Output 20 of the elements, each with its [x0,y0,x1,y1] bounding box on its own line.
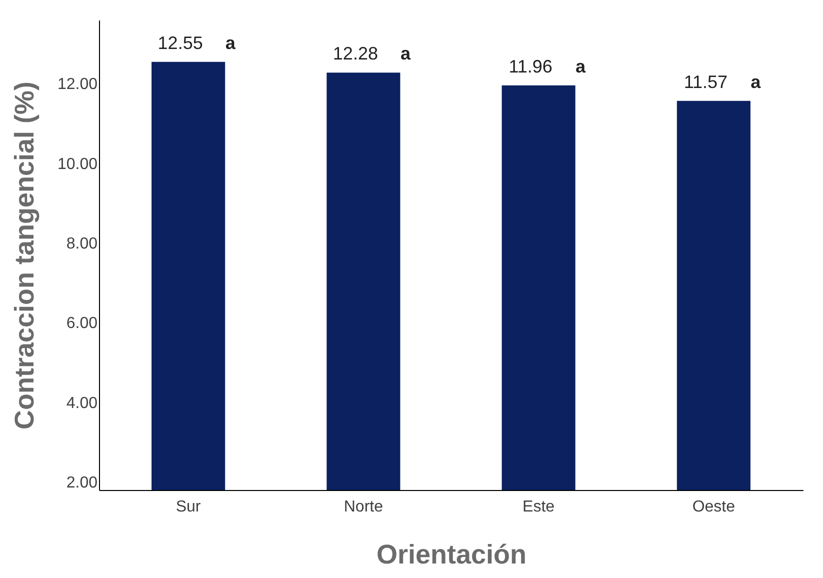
data-label: 12.55 [158,32,203,53]
x-tick-label: Norte [344,498,384,516]
x-tick-label: Sur [176,498,202,516]
x-tick-label: Este [522,498,555,516]
annotation: a [750,72,762,92]
annotation: a [225,32,236,53]
y-tick-label: 4.00 [66,394,98,412]
y-tick-label: 6.00 [66,315,98,332]
data-label: 12.28 [332,44,378,64]
x-axis-title: Orientación [376,540,527,570]
y-tick-label: 12.00 [57,76,98,94]
y-tick-label: 2.00 [66,474,98,492]
y-tick-label: 10.00 [57,156,98,173]
y-tick-label: 8.00 [66,236,98,253]
annotation: a [400,44,412,64]
annotation: a [576,56,587,76]
data-label: 11.57 [684,72,728,92]
y-axis-title: Contraccion tangencial (%) [9,81,40,430]
data-label: 11.96 [508,56,552,76]
x-tick-label: Oeste [692,498,736,516]
